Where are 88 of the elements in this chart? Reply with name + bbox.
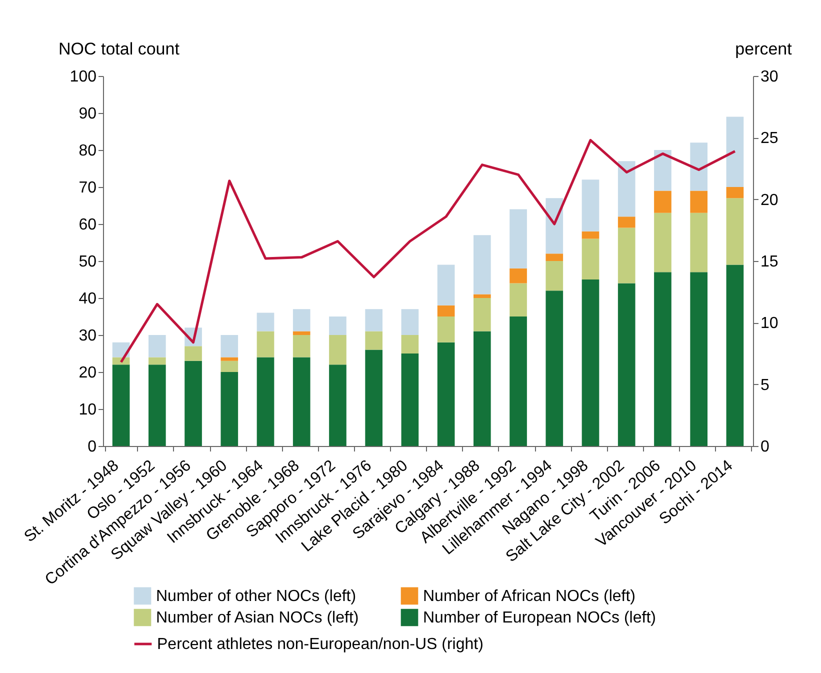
bar [256,357,274,446]
bar [726,198,744,265]
bar [256,331,274,358]
y2-axis-title: percent [735,40,792,58]
bar [582,231,600,239]
bar [654,212,672,272]
bar [690,190,708,213]
bar [474,298,491,332]
legend-label: Number of European NOCs (left) [423,610,656,626]
bar [401,335,419,354]
bar [329,335,346,365]
bar [654,150,672,191]
bar [292,357,310,446]
bar [329,364,346,446]
bar [365,331,382,350]
bar [546,254,564,261]
bar [292,309,310,332]
bar [256,312,274,332]
bar [726,116,744,187]
legend-label: Number of other NOCs (left) [156,588,356,605]
y-tick-label: 0 [88,438,97,456]
bar [220,372,238,446]
y-tick-label: 40 [78,290,97,308]
y-tick-label: 20 [78,364,97,382]
bar [690,142,708,191]
bar [546,198,564,254]
bar [292,335,310,358]
bar [582,280,600,446]
bar [220,357,238,361]
bar [437,316,455,342]
bar [690,272,708,446]
y2-tick-label: 20 [760,192,778,209]
bar [618,161,636,217]
bar [546,261,564,291]
bar [618,283,636,446]
bar [510,209,527,268]
bar [148,364,166,446]
legend-label: Percent athletes non-European/non-US (right) [157,636,484,653]
bar [474,331,491,446]
bar [184,346,202,361]
bar [112,364,130,446]
bar [726,264,744,446]
bar [220,360,238,372]
bar [654,272,672,446]
bar [726,187,744,198]
bar [292,331,310,335]
line-series [120,138,736,364]
y2-tick-label: 0 [760,438,770,456]
y2-tick-label: 5 [760,376,770,394]
bar [510,268,527,284]
y-tick-label: 70 [78,180,97,196]
legend-label: Number of Asian NOCs (left) [156,610,359,626]
bar [618,216,636,228]
bar [474,294,491,298]
bar [437,342,455,446]
y2-tick-label: 25 [760,130,778,148]
bar [474,235,491,294]
y-axis-title: NOC total count [58,40,180,58]
y2-tick-label: 30 [760,68,778,86]
bar [690,212,708,272]
y-tick-label: 10 [78,402,97,418]
y-tick-label: 90 [78,106,97,122]
bar [365,309,382,332]
y-tick-label: 100 [70,68,97,86]
y2-tick-label: 10 [760,315,778,332]
bar [220,335,238,358]
bar [184,360,202,446]
y-tick-label: 60 [78,216,97,234]
bar [618,228,636,284]
y-tick-label: 50 [78,254,97,270]
bar [546,290,564,446]
bar [401,309,419,335]
bar [148,357,166,365]
bar [654,190,672,213]
bar [582,180,600,232]
bar [148,335,166,358]
bar [510,283,527,316]
y-tick-label: 80 [78,142,97,160]
bar [582,238,600,280]
bar [437,264,455,306]
bar [329,316,346,335]
legend-label: Number of African NOCs (left) [423,588,636,605]
bar [510,316,527,446]
bar [401,354,419,446]
bar [365,350,382,446]
bar [437,305,455,316]
y-tick-label: 30 [78,328,97,344]
y2-tick-label: 15 [760,254,778,270]
